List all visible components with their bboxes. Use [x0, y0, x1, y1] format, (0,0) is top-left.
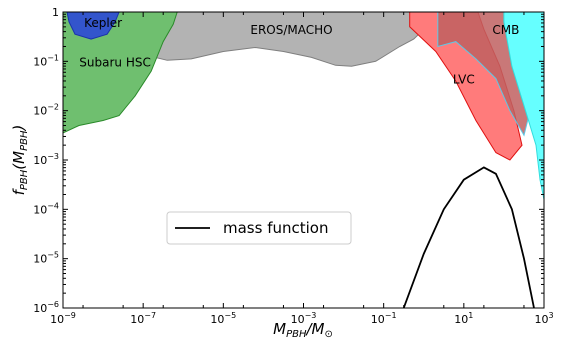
- region-label-lvc: LVC: [453, 73, 475, 87]
- x-axis-title: MPBH/M⊙: [273, 320, 333, 340]
- region-label-eros-macho: EROS/MACHO: [250, 23, 332, 37]
- x-tick-label: 10−3: [291, 311, 317, 326]
- y-axis-title-close: ): [10, 125, 28, 132]
- x-tick-label: 103: [534, 311, 553, 326]
- y-tick-label: 1: [52, 6, 59, 19]
- mass-function-line: [402, 166, 535, 308]
- mass-function-series: [402, 166, 535, 308]
- region-kepler: [66, 12, 120, 40]
- x-tick-label: 10−7: [130, 311, 156, 326]
- y-axis-title-open: (: [10, 163, 28, 170]
- legend-box: [166, 211, 352, 245]
- region-constraint-5: [503, 12, 544, 200]
- region-label-kepler: Kepler: [84, 16, 122, 30]
- y-tick-label: 10−1: [33, 53, 59, 68]
- y-tick-label: 10−2: [33, 103, 59, 118]
- legend: mass function: [166, 211, 352, 245]
- y-axis-title-argsub: PBH: [19, 130, 30, 151]
- y-tick-label: 10−4: [33, 201, 59, 216]
- region-label-subaru-hsc: Subaru HSC: [79, 55, 151, 69]
- x-axis-title-sub2: ⊙: [325, 329, 333, 340]
- region-eros-macho: [134, 12, 425, 67]
- x-axis-title-base2: M: [312, 320, 325, 338]
- y-axis: 10−6 10−5 10−4 10−3 10−2 10−1 1: [33, 6, 544, 315]
- x-tick-label: 101: [454, 311, 473, 326]
- region-label-cmb: CMB: [492, 23, 519, 37]
- y-axis-title-base: f: [10, 187, 28, 195]
- x-axis-title-base: M: [273, 320, 286, 338]
- y-tick-label: 10−3: [33, 152, 59, 167]
- region-subaru-hsc: [63, 12, 178, 134]
- x-tick-label: 10−5: [210, 311, 236, 326]
- x-axis-title-sub: PBH: [286, 329, 307, 340]
- x-axis-title-sep: /: [304, 320, 313, 338]
- y-axis-title-sub: PBH: [19, 169, 30, 190]
- x-tick-label: 10−9: [50, 311, 76, 326]
- constraint-regions: [63, 12, 544, 200]
- y-tick-label: 10−6: [33, 300, 59, 315]
- legend-label-mass-function: mass function: [223, 219, 328, 237]
- x-axis: 10−9 10−7 10−5 10−3 10−1 101 103: [50, 12, 554, 326]
- y-tick-label: 10−5: [33, 251, 59, 266]
- region-labels: EROS/MACHO Subaru HSC Kepler LVC CMB: [79, 16, 519, 87]
- y-axis-title: fPBH(MPBH): [10, 125, 30, 196]
- x-tick-label: 10−1: [371, 311, 397, 326]
- y-axis-title-arg: M: [10, 151, 28, 164]
